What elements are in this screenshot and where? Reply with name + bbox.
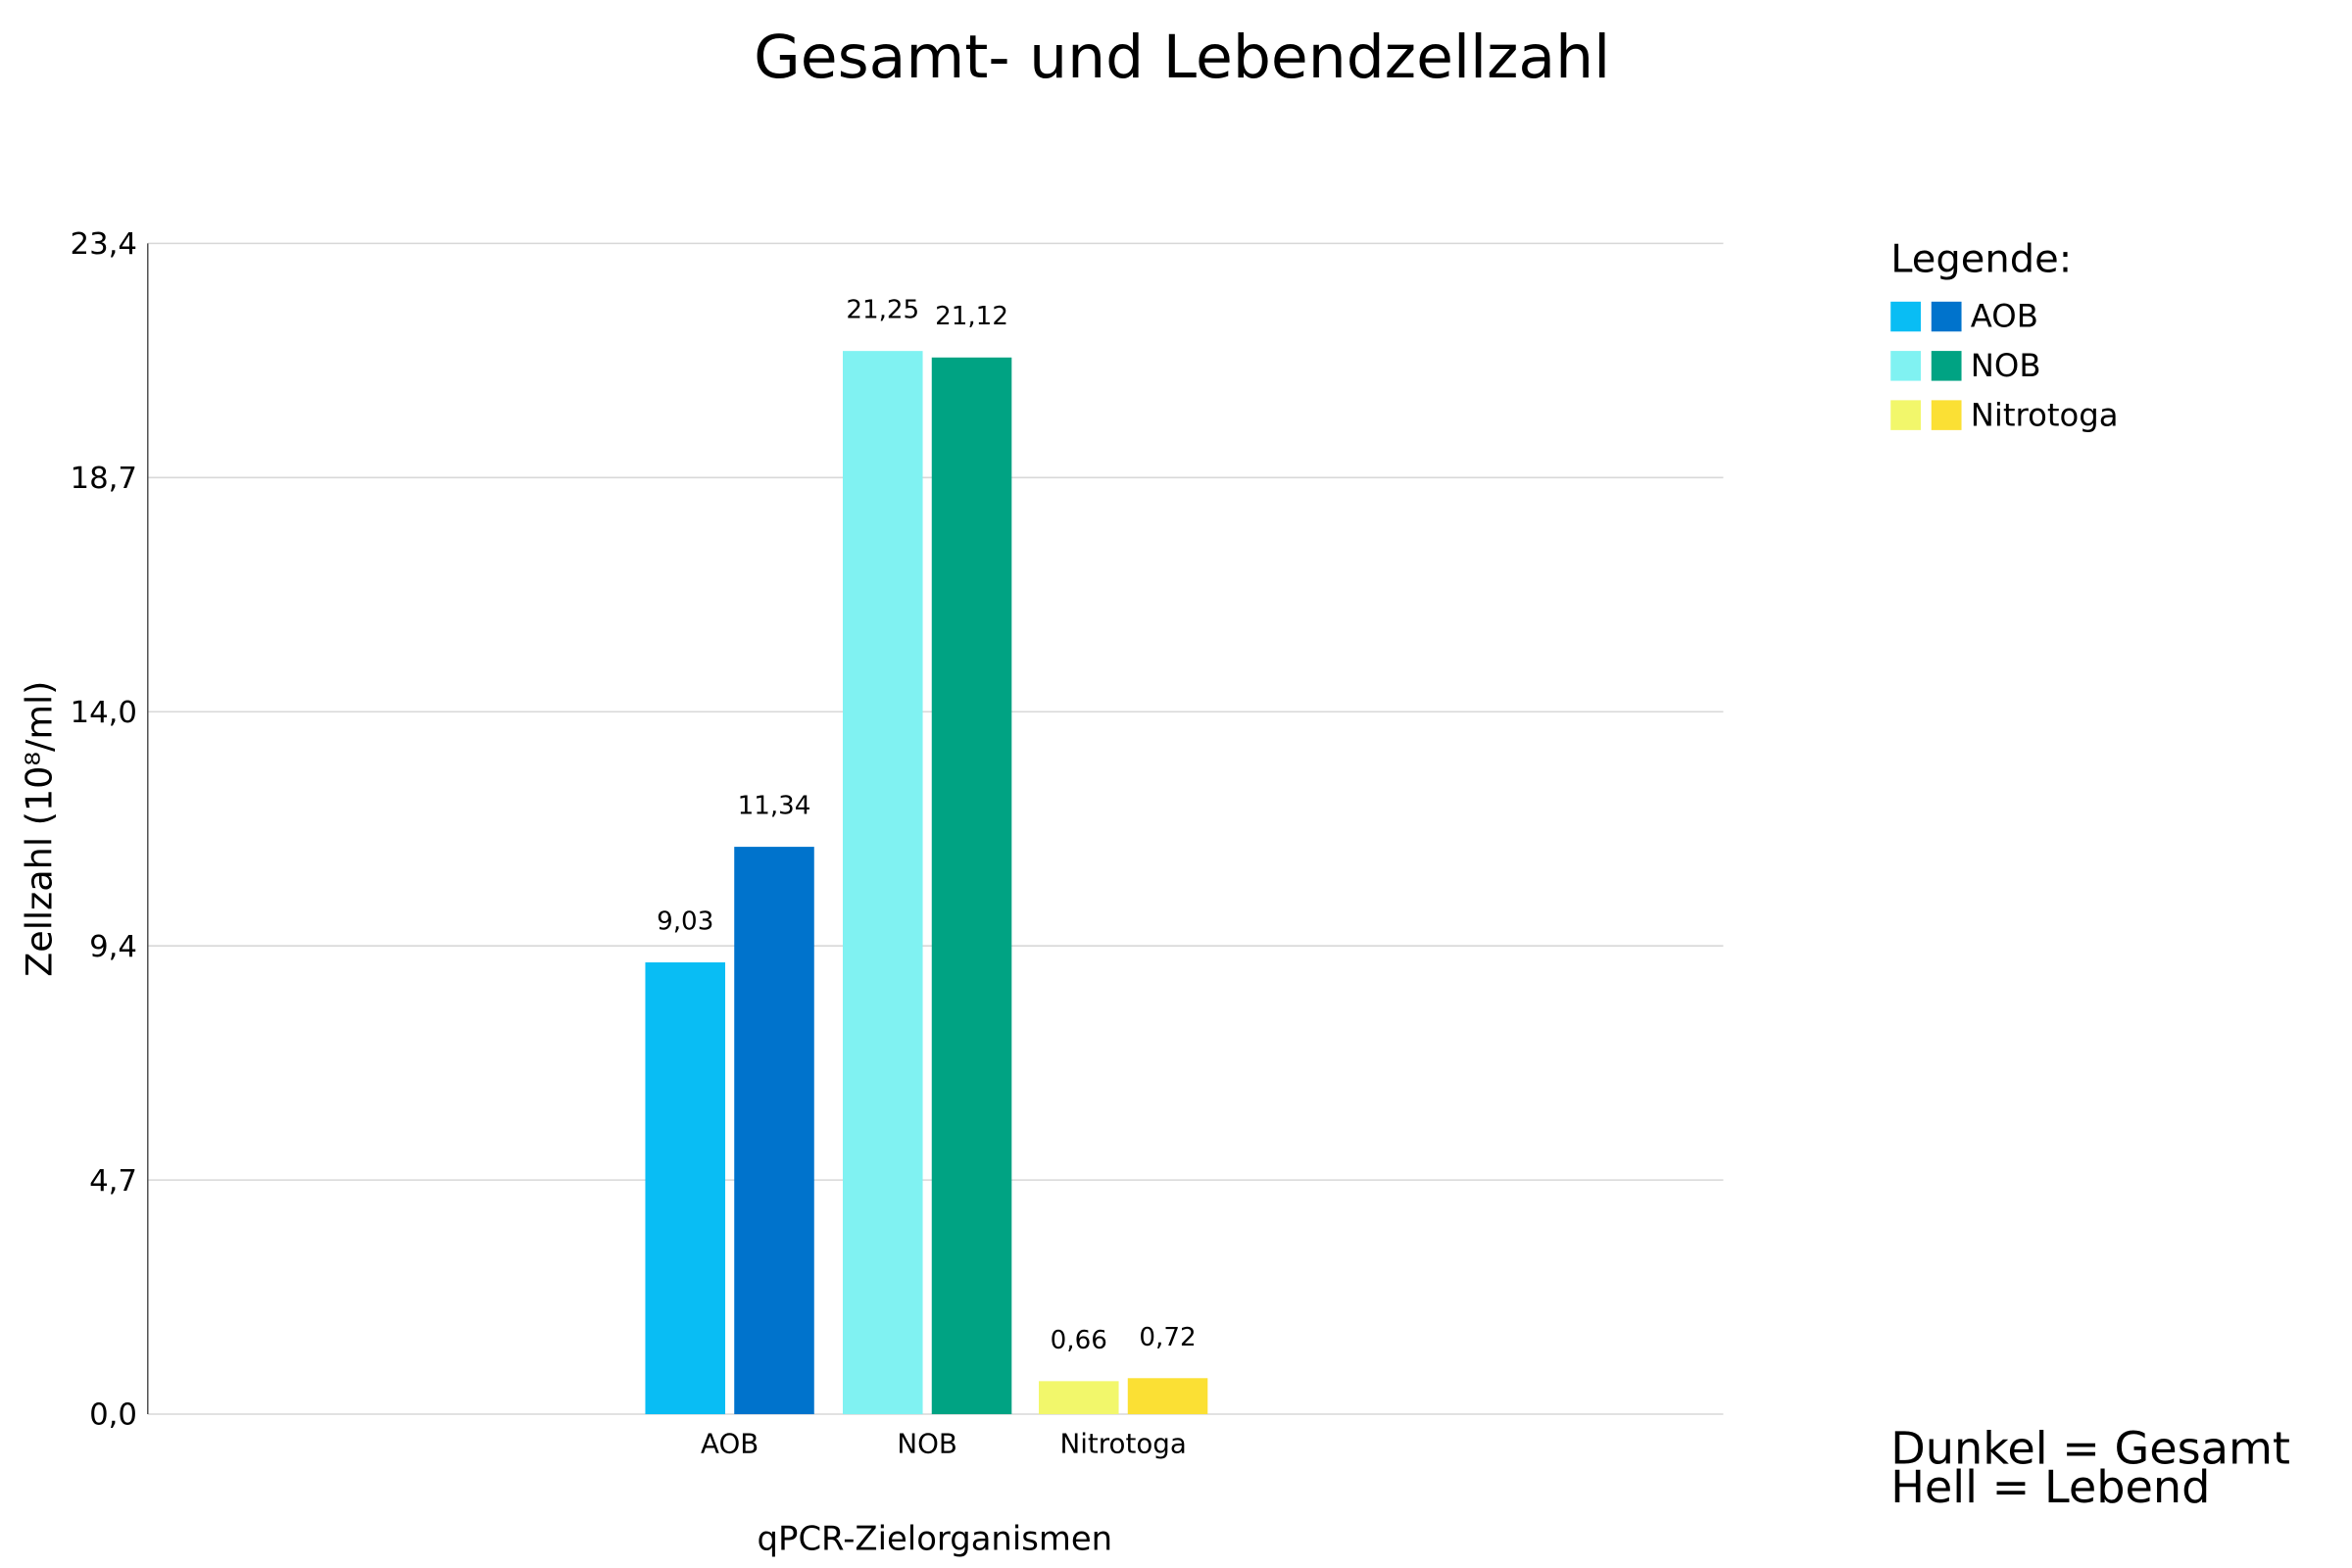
legend-label: Nitrotoga — [1971, 396, 2119, 433]
note-dunkel: Dunkel = Gesamt — [1890, 1422, 2290, 1475]
bar-nob-gesamt — [931, 357, 1012, 1415]
y-tick-labels: 0,0 4,7 9,4 14,0 18,7 23,4 — [71, 227, 137, 1432]
bar-aob-gesamt — [734, 847, 814, 1415]
legend-swatch-light — [1890, 351, 1921, 381]
chart-title: Gesamt- und Lebendzellzahl — [754, 24, 1610, 93]
data-label: 21,12 — [935, 302, 1008, 331]
bar-nob-lebend — [843, 351, 923, 1415]
legend: Legende: AOB NOB Nitrotoga — [1890, 237, 2119, 433]
y-tick-label: 23,4 — [71, 227, 137, 262]
data-label: 0,66 — [1051, 1326, 1107, 1355]
x-axis-label: qPCR-Zielorganismen — [758, 1520, 1113, 1558]
x-tick-label: Nitrotoga — [1060, 1429, 1187, 1460]
x-tick-label: NOB — [897, 1429, 956, 1460]
y-tick-label: 9,4 — [89, 930, 137, 964]
y-tick-label: 18,7 — [71, 462, 137, 496]
legend-swatch-dark — [1931, 400, 1962, 430]
x-tick-labels: AOB NOB Nitrotoga — [701, 1429, 1187, 1460]
y-axis-label: Zellzahl (10⁸/ml) — [18, 681, 60, 977]
legend-swatch-dark — [1931, 301, 1962, 332]
bar-nitrotoga-gesamt — [1127, 1378, 1208, 1415]
data-label: 9,03 — [657, 907, 713, 937]
data-label: 0,72 — [1139, 1323, 1196, 1352]
legend-label: NOB — [1971, 347, 2041, 384]
bars: 9,03 11,34 21,25 21,12 0,66 0,72 — [645, 296, 1208, 1415]
note-hell: Hell = Lebend — [1890, 1460, 2210, 1513]
x-tick-label: AOB — [701, 1429, 759, 1460]
legend-label: AOB — [1971, 298, 2038, 335]
data-label: 11,34 — [738, 792, 811, 821]
bar-nitrotoga-lebend — [1039, 1381, 1119, 1415]
data-label: 21,25 — [846, 296, 919, 325]
legend-title: Legende: — [1890, 237, 2072, 282]
y-tick-label: 4,7 — [89, 1164, 137, 1199]
y-tick-label: 0,0 — [89, 1398, 137, 1433]
legend-swatch-dark — [1931, 351, 1962, 381]
y-tick-label: 14,0 — [71, 696, 137, 730]
legend-swatch-light — [1890, 400, 1921, 430]
legend-swatch-light — [1890, 301, 1921, 332]
bar-aob-lebend — [645, 962, 725, 1415]
